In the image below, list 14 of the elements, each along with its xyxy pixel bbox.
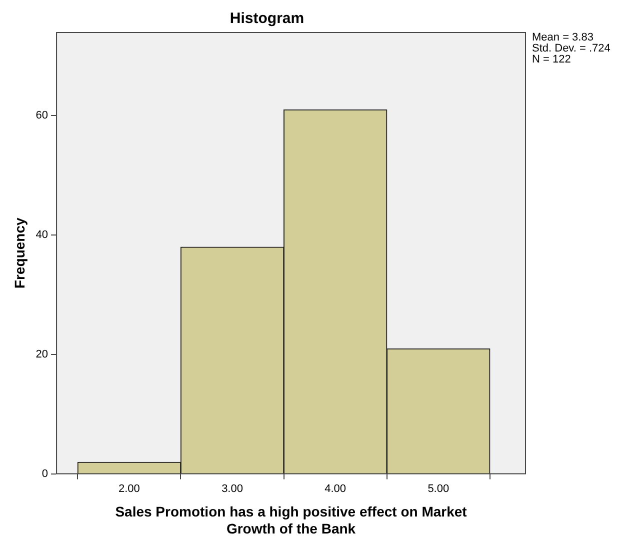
chart-title: Histogram [230, 10, 304, 28]
x-axis-title: Sales Promotion has a high positive effect on Market Growth of the Bank [115, 504, 468, 536]
text: Mean = 3.83 [532, 32, 594, 44]
y-tick-label: 60 [36, 110, 48, 122]
text: N = 122 [532, 54, 571, 66]
x-tick-label: 3.00 [222, 482, 243, 495]
y-tick-label: 20 [36, 348, 48, 361]
x-tick-label: 2.00 [118, 482, 140, 495]
y-tick-label: 0 [42, 468, 48, 480]
y-axis-title: Frequency [11, 217, 28, 289]
y-tick-label: 40 [36, 229, 48, 242]
x-tick-label: 4.00 [324, 482, 346, 495]
x-tick-label: 5.00 [428, 482, 450, 495]
text: Std. Dev. = .724 [532, 42, 610, 55]
